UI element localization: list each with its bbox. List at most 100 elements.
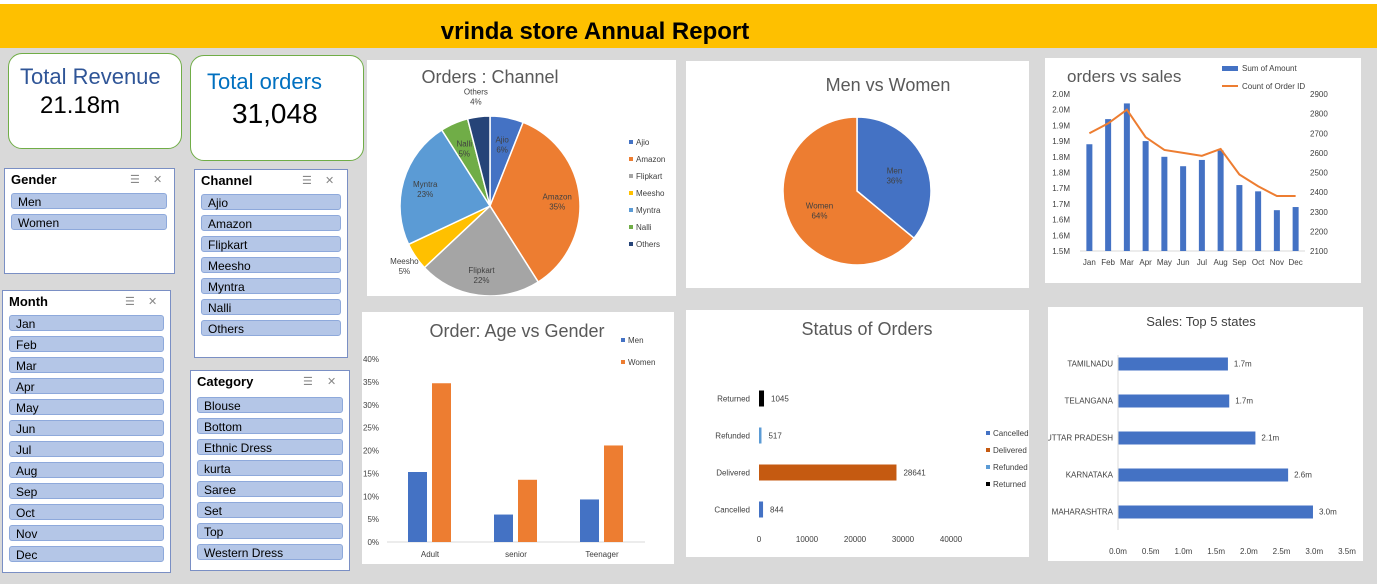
pie-label-name-nalli: Nalli — [456, 140, 472, 149]
pie-label-value-flipkart: 22% — [474, 276, 490, 285]
total-revenue-card: Total Revenue 21.18m — [8, 53, 182, 149]
y-tick-label: 1.6M — [1052, 231, 1070, 240]
slicer-channel-item-amazon[interactable]: Amazon — [201, 215, 341, 231]
slicer-month-item-aug[interactable]: Aug — [9, 462, 164, 478]
slicer-gender-item-women[interactable]: Women — [11, 214, 167, 230]
bar-sum-of-amount-feb — [1105, 119, 1112, 251]
slicer-month-item-dec[interactable]: Dec — [9, 546, 164, 562]
pie-label-name-women: Women — [806, 202, 833, 211]
clear-filter-icon[interactable]: ✕ — [327, 376, 337, 388]
y2-tick-label: 2700 — [1310, 129, 1328, 138]
slicer-category-item-ethnic-dress[interactable]: Ethnic Dress — [197, 439, 343, 455]
y-tick-label: 1.8M — [1052, 169, 1070, 178]
legend-swatch-men — [621, 338, 625, 342]
pie-label-value-myntra: 23% — [417, 190, 433, 199]
slicer-channel-item-myntra[interactable]: Myntra — [201, 278, 341, 294]
y2-tick-label: 2100 — [1310, 247, 1328, 256]
pie-label-name-others: Others — [464, 87, 488, 96]
x-tick-label: 40000 — [940, 535, 963, 544]
data-label-delivered: 28641 — [903, 469, 926, 478]
legend-label-count-of-order-id: Count of Order ID — [1242, 82, 1305, 91]
pie-label-name-meesho: Meesho — [390, 257, 419, 266]
data-label-refunded: 517 — [768, 432, 782, 441]
multi-select-icon[interactable]: ☰ — [125, 296, 135, 308]
clear-filter-icon[interactable]: ✕ — [325, 175, 335, 187]
slicer-category-item-bottom[interactable]: Bottom — [197, 418, 343, 434]
slicer-month-item-feb[interactable]: Feb — [9, 336, 164, 352]
slicer-category-item-western-dress[interactable]: Western Dress — [197, 544, 343, 560]
multi-select-icon[interactable]: ☰ — [303, 376, 313, 388]
slicer-category-item-saree[interactable]: Saree — [197, 481, 343, 497]
slicer-channel-item-nalli[interactable]: Nalli — [201, 299, 341, 315]
slicer-channel-item-meesho[interactable]: Meesho — [201, 257, 341, 273]
legend-label-amazon: Amazon — [636, 155, 665, 164]
bar-sum-of-amount-mar — [1123, 103, 1130, 251]
clear-filter-icon[interactable]: ✕ — [153, 174, 163, 186]
legend-label-myntra: Myntra — [636, 206, 661, 215]
x-tick-label-jan: Jan — [1083, 258, 1096, 267]
chart-title: Orders : Channel — [421, 67, 558, 87]
slicer-month-item-jan[interactable]: Jan — [9, 315, 164, 331]
pie-label-name-amazon: Amazon — [543, 193, 572, 202]
y-tick-label: 2.0M — [1052, 90, 1070, 99]
slicer-channel-item-ajio[interactable]: Ajio — [201, 194, 341, 210]
data-label-cancelled: 844 — [770, 506, 784, 515]
slicer-category-item-blouse[interactable]: Blouse — [197, 397, 343, 413]
slicer-month-item-jul[interactable]: Jul — [9, 441, 164, 457]
clear-filter-icon[interactable]: ✕ — [148, 296, 158, 308]
bar-sum-of-amount-jun — [1180, 166, 1187, 251]
pie-label-name-men: Men — [887, 166, 903, 175]
channel-slicer[interactable]: Channel ☰ ✕ Ajio Amazon Flipkart Meesho Mynt… — [194, 169, 348, 358]
y2-tick-label: 2900 — [1310, 90, 1328, 99]
slicer-month-item-nov[interactable]: Nov — [9, 525, 164, 541]
chart-title: Men vs Women — [826, 75, 951, 95]
legend-label-ajio: Ajio — [636, 138, 650, 147]
pie-label-name-flipkart: Flipkart — [468, 266, 495, 275]
gender-slicer[interactable]: Gender ☰ ✕ Men Women — [4, 168, 175, 274]
slicer-category-item-kurta[interactable]: kurta — [197, 460, 343, 476]
slicer-month-item-oct[interactable]: Oct — [9, 504, 164, 520]
x-tick-label: 2.0m — [1240, 547, 1258, 556]
y2-tick-label: 2200 — [1310, 227, 1328, 236]
legend-swatch-sum-of-amount — [1222, 66, 1238, 71]
slicer-month-item-may[interactable]: May — [9, 399, 164, 415]
x-tick-label-adult: Adult — [421, 550, 440, 559]
slicer-month-item-apr[interactable]: Apr — [9, 378, 164, 394]
y2-tick-label: 2500 — [1310, 169, 1328, 178]
legend-label-refunded: Refunded — [993, 463, 1028, 472]
top-states-chart-panel: Sales: Top 5 states TAMILNADU 1.7m TELANGAN… — [1046, 307, 1363, 561]
slicer-month-item-sep[interactable]: Sep — [9, 483, 164, 499]
slicer-channel-item-flipkart[interactable]: Flipkart — [201, 236, 341, 252]
multi-select-icon[interactable]: ☰ — [130, 174, 140, 186]
slicer-month-item-jun[interactable]: Jun — [9, 420, 164, 436]
y-tick-label: 1.6M — [1052, 216, 1070, 225]
legend-label-delivered: Delivered — [993, 446, 1027, 455]
slicer-category-item-set[interactable]: Set — [197, 502, 343, 518]
legend-label-men: Men — [628, 336, 644, 345]
multi-select-icon[interactable]: ☰ — [302, 175, 312, 187]
age-vs-gender-bar-chart: Order: Age vs Gender Men Women 0% 5% 10% 15% 20… — [363, 321, 655, 559]
bar-sum-of-amount-apr — [1142, 141, 1149, 251]
bar-sum-of-amount-sep — [1236, 185, 1243, 251]
bar-men-senior — [494, 514, 513, 542]
slicer-gender-item-men[interactable]: Men — [11, 193, 167, 209]
slicer-category-item-top[interactable]: Top — [197, 523, 343, 539]
y-tick-label: 25% — [363, 424, 379, 433]
bar-sum-of-amount-dec — [1292, 207, 1299, 251]
month-slicer[interactable]: Month ☰ ✕ Jan Feb Mar Apr May Jun Jul Aug Sep Oct… — [2, 290, 171, 573]
y-tick-label: 1.7M — [1052, 184, 1070, 193]
report-title-bar: vrinda store Annual Report — [0, 4, 1377, 48]
x-tick-label-teenager: Teenager — [585, 550, 619, 559]
x-tick-label: 2.5m — [1273, 547, 1291, 556]
slicer-month-item-mar[interactable]: Mar — [9, 357, 164, 373]
category-slicer[interactable]: Category ☰ ✕ Blouse Bottom Ethnic Dress kur… — [190, 370, 350, 571]
gender-slicer-title: Gender — [11, 172, 57, 187]
legend-swatch-ajio — [629, 140, 633, 144]
age-gender-chart-panel: Order: Age vs Gender Men Women 0% 5% 10% 15% 20… — [362, 312, 674, 564]
legend-label-meesho: Meesho — [636, 189, 665, 198]
pie-slice-amazon — [489, 121, 581, 284]
pie-slice-myntra — [399, 128, 492, 246]
slicer-channel-item-others[interactable]: Others — [201, 320, 341, 336]
bar-uttar-pradesh — [1118, 431, 1256, 445]
